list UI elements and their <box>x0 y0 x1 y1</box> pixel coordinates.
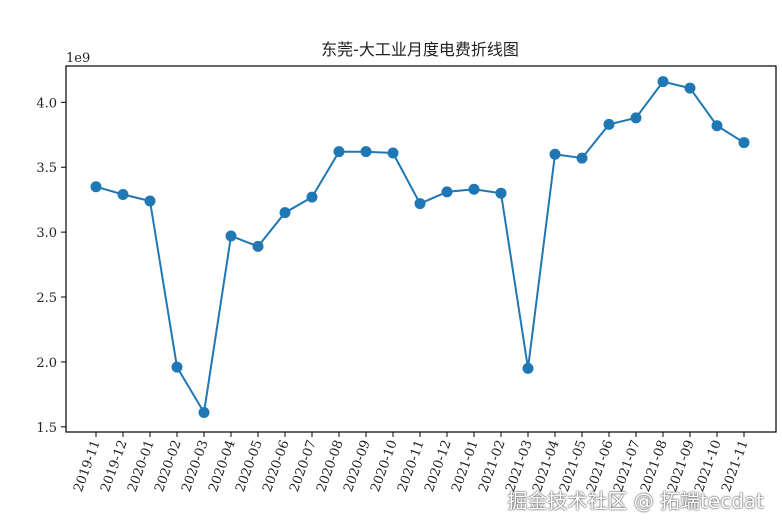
data-point <box>711 120 723 132</box>
data-point <box>630 112 642 124</box>
y-offset-label: 1e9 <box>66 51 90 66</box>
data-point <box>657 76 669 88</box>
plot-area-frame <box>65 65 777 433</box>
y-tick-label: 2.5 <box>36 291 57 306</box>
data-point <box>117 188 129 200</box>
y-tick-label: 3.0 <box>36 226 57 241</box>
data-point <box>549 148 561 160</box>
series-line <box>95 80 745 416</box>
data-point <box>90 181 102 193</box>
data-point <box>576 152 588 164</box>
series-layer <box>90 76 750 419</box>
y-tick-label: 1.5 <box>36 421 57 436</box>
data-point <box>387 147 399 159</box>
data-point <box>171 361 183 373</box>
y-axis: 1.5 2.0 2.5 3.0 3.5 4.0 <box>36 96 66 436</box>
data-point <box>333 146 345 158</box>
y-tick-label: 3.5 <box>36 161 57 176</box>
data-point <box>441 186 453 198</box>
data-point <box>738 137 750 149</box>
data-point <box>360 146 372 158</box>
data-point <box>603 118 615 130</box>
watermark: 掘金技术社区 @ 拓端tecdat <box>507 489 764 513</box>
data-point <box>198 407 210 419</box>
data-point <box>684 82 696 94</box>
chart-title: 东莞-大工业月度电费折线图 <box>321 40 519 59</box>
data-point <box>144 195 156 207</box>
data-point <box>252 240 264 252</box>
y-tick-label: 2.0 <box>36 356 57 371</box>
data-point <box>225 230 237 242</box>
data-point <box>495 187 507 199</box>
data-point <box>522 362 534 374</box>
data-point <box>468 183 480 195</box>
y-tick-label: 4.0 <box>36 96 57 111</box>
data-point <box>279 207 291 219</box>
data-point <box>414 198 426 210</box>
data-point <box>306 191 318 203</box>
